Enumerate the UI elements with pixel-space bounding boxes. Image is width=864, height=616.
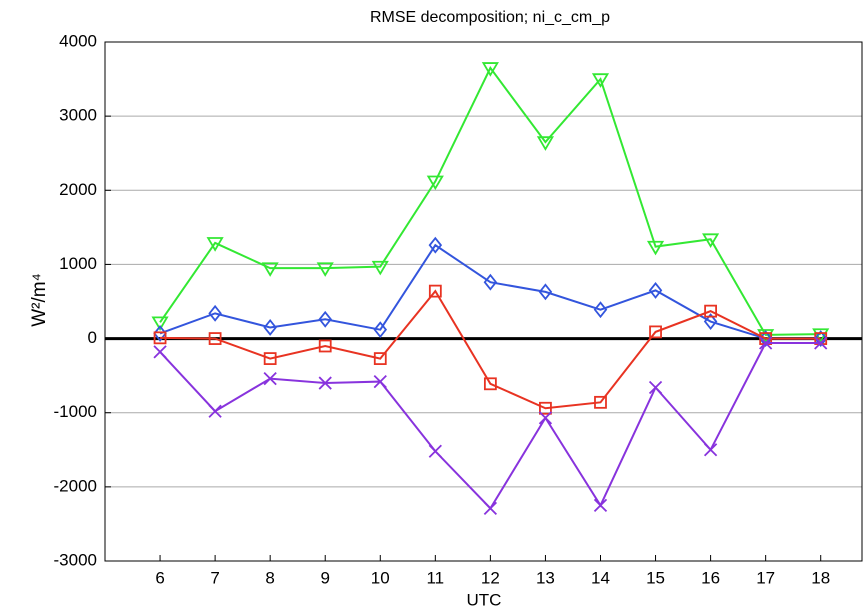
- x-tick-label: 15: [646, 568, 665, 587]
- marker: [153, 331, 167, 345]
- x-tick-label: 17: [756, 568, 775, 587]
- marker: [703, 313, 718, 330]
- marker: [481, 62, 499, 77]
- marker: [648, 281, 663, 299]
- x-tick-label: 6: [155, 568, 164, 587]
- marker: [206, 237, 224, 252]
- marker: [428, 444, 442, 458]
- series-line: [159, 66, 821, 336]
- x-tick-label: 12: [481, 568, 500, 587]
- marker: [428, 284, 442, 298]
- marker: [263, 352, 277, 365]
- marker: [536, 136, 555, 151]
- x-tick-label: 18: [811, 568, 830, 587]
- y-tick-label: -1000: [54, 402, 97, 421]
- x-tick-label: 16: [701, 568, 720, 587]
- marker: [428, 236, 443, 254]
- x-tick-label: 8: [265, 568, 274, 587]
- marker: [703, 443, 718, 457]
- marker: [759, 336, 773, 350]
- y-axis-label: W²/m⁴: [29, 273, 50, 327]
- marker: [373, 374, 387, 389]
- marker: [814, 336, 828, 350]
- marker: [151, 316, 169, 332]
- y-tick-label: 4000: [59, 31, 97, 50]
- marker: [483, 377, 497, 391]
- x-tick-label: 10: [371, 568, 390, 587]
- marker: [593, 498, 608, 513]
- marker: [538, 411, 553, 425]
- x-tick-label: 14: [591, 568, 610, 587]
- y-tick-label: 2000: [59, 180, 97, 199]
- x-tick-label: 7: [210, 568, 219, 587]
- marker: [593, 301, 608, 319]
- marker: [648, 380, 663, 395]
- marker: [208, 332, 222, 345]
- marker: [318, 339, 332, 353]
- marker: [591, 73, 610, 88]
- marker: [208, 404, 222, 418]
- marker: [594, 395, 607, 409]
- marker: [483, 501, 498, 515]
- marker: [153, 324, 167, 342]
- marker: [373, 321, 388, 339]
- marker: [539, 401, 552, 415]
- marker: [704, 304, 717, 318]
- marker: [373, 352, 387, 365]
- series-line: [159, 243, 821, 340]
- series-line: [160, 289, 821, 410]
- x-axis-label: UTC: [467, 590, 502, 609]
- x-tick-label: 11: [426, 568, 444, 587]
- y-tick-label: 0: [88, 328, 97, 347]
- marker: [263, 319, 277, 336]
- x-tick-label: 13: [536, 568, 555, 587]
- y-tick-label: -3000: [54, 550, 97, 569]
- marker: [426, 175, 444, 191]
- marker: [263, 371, 277, 386]
- marker: [702, 233, 720, 248]
- chart-title: RMSE decomposition; ni_c_cm_p: [370, 9, 610, 26]
- marker: [316, 262, 334, 277]
- marker: [261, 262, 279, 277]
- marker: [208, 304, 222, 322]
- marker: [153, 345, 167, 359]
- marker: [371, 260, 389, 276]
- marker: [538, 283, 553, 301]
- y-tick-label: 3000: [59, 106, 97, 125]
- marker: [318, 310, 332, 328]
- marker: [813, 330, 828, 348]
- y-tick-label: 1000: [59, 254, 97, 273]
- x-tick-label: 9: [320, 568, 329, 587]
- plot-frame: [104, 41, 863, 562]
- marker: [483, 273, 498, 291]
- marker: [649, 325, 662, 339]
- marker: [318, 376, 332, 390]
- marker: [646, 240, 665, 256]
- y-tick-label: -2000: [54, 476, 97, 495]
